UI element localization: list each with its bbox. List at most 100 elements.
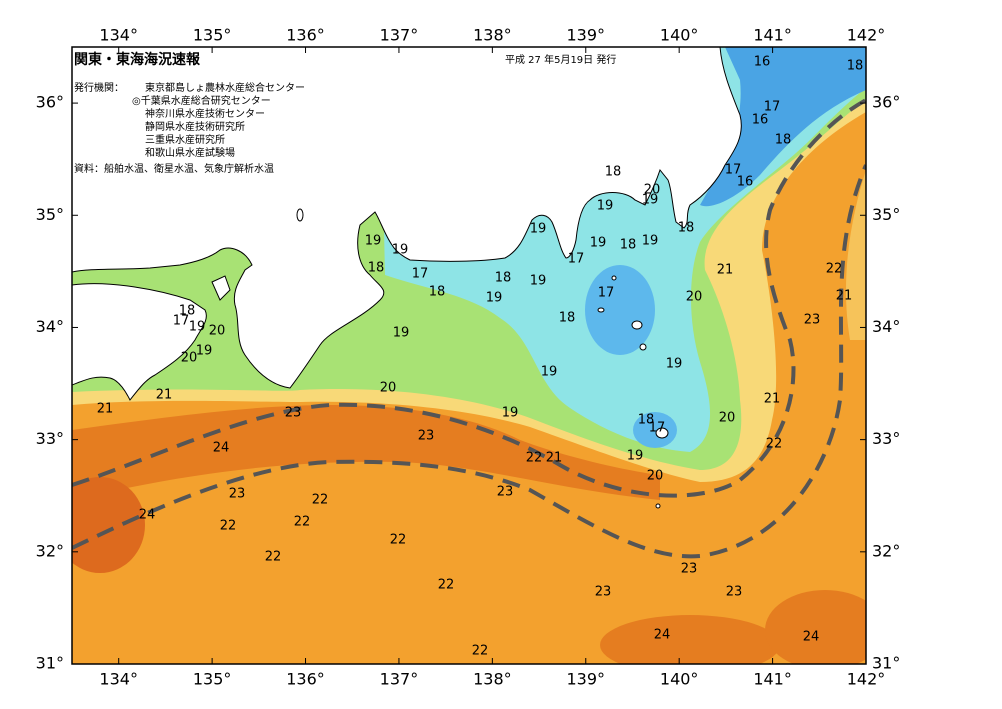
lat-label: 35° <box>872 205 900 224</box>
island <box>655 427 669 439</box>
warm-patch <box>765 590 866 664</box>
issuer: 三重県水産研究所 <box>145 133 225 146</box>
issuer: 静岡県水産技術研究所 <box>145 120 245 133</box>
lon-label: 134° <box>99 670 138 689</box>
contour-label: 19 <box>486 291 503 306</box>
map-frame <box>71 46 867 665</box>
contour-label: 21 <box>156 388 173 403</box>
contour-label: 23 <box>595 585 612 600</box>
contour-label: 17 <box>568 252 585 267</box>
contour-label: 21 <box>836 289 853 304</box>
warm-patch <box>72 477 145 573</box>
contour-label: 18 <box>620 238 637 253</box>
lon-label: 136° <box>286 670 325 689</box>
cold-patch <box>585 265 655 355</box>
contour-label: 19 <box>530 222 547 237</box>
issuer-label: 発行機関： <box>74 81 124 94</box>
issuer: 東京都島しょ農林水産総合センター <box>145 81 305 94</box>
contour-label: 23 <box>726 585 743 600</box>
contour-label: 19 <box>627 449 644 464</box>
contour-label: 22 <box>826 262 843 277</box>
contour-label: 22 <box>766 437 783 452</box>
issuer: 和歌山県水産試験場 <box>145 146 235 159</box>
contour-label: 24 <box>803 630 820 645</box>
lon-label: 142° <box>847 26 886 45</box>
contour-label: 18 <box>638 413 655 428</box>
lon-label: 139° <box>566 26 605 45</box>
contour-label: 17 <box>764 100 781 115</box>
contour-label: 24 <box>654 628 671 643</box>
lon-label: 135° <box>193 670 232 689</box>
warm-patch <box>600 615 780 664</box>
contour-label: 20 <box>209 324 226 339</box>
contour-label: 24 <box>213 441 230 456</box>
contour-label: 16 <box>754 55 771 70</box>
land-shikoku <box>72 283 207 401</box>
contour-label: 18 <box>775 133 792 148</box>
contour-label: 22 <box>438 578 455 593</box>
map-body <box>72 47 866 664</box>
lat-label: 32° <box>36 541 64 560</box>
lon-label: 141° <box>753 26 792 45</box>
lon-label: 134° <box>99 26 138 45</box>
contour-label: 20 <box>686 290 703 305</box>
contour-label: 23 <box>497 485 514 500</box>
contour-label: 22 <box>526 451 543 466</box>
issue-date: 平成 27 年5月19日 発行 <box>505 53 616 66</box>
kuroshio-axis <box>72 164 866 559</box>
contour-label: 19 <box>590 236 607 251</box>
contour-label: 18 <box>429 285 446 300</box>
lon-label: 141° <box>753 670 792 689</box>
land-honshu <box>72 47 742 389</box>
contour-label: 19 <box>642 234 659 249</box>
contour-label: 17 <box>173 314 190 329</box>
contour-label: 24 <box>139 508 156 523</box>
issuer: 神奈川県水産技術センター <box>145 107 265 120</box>
contour-label: 19 <box>541 365 558 380</box>
contour-label: 18 <box>605 165 622 180</box>
contour-label: 23 <box>285 406 302 421</box>
lon-label: 138° <box>473 26 512 45</box>
contour-label: 18 <box>495 271 512 286</box>
lat-label: 34° <box>36 317 64 336</box>
contour-label: 22 <box>312 493 329 508</box>
contour-label: 17 <box>412 267 429 282</box>
contour-label: 23 <box>418 429 435 444</box>
island <box>597 307 605 313</box>
contour-label: 21 <box>546 451 563 466</box>
lon-label: 140° <box>660 26 699 45</box>
island <box>639 343 647 351</box>
contour-label: 20 <box>380 381 397 396</box>
lat-label: 35° <box>36 205 64 224</box>
lat-label: 36° <box>36 93 64 112</box>
contour-label: 19 <box>189 320 206 335</box>
island <box>655 503 661 509</box>
island <box>296 208 304 222</box>
contour-label: 18 <box>678 221 695 236</box>
lat-label: 36° <box>872 93 900 112</box>
data-source: 資料：船舶水温、衛星水温、気象庁解析水温 <box>74 162 274 175</box>
warm-band <box>72 405 660 500</box>
contour-label: 21 <box>717 263 734 278</box>
contour-label: 20 <box>644 183 661 198</box>
contour-label: 19 <box>393 326 410 341</box>
land-awaji <box>211 275 231 301</box>
contour-label: 22 <box>390 533 407 548</box>
lat-label: 32° <box>872 541 900 560</box>
contour-label: 18 <box>847 59 864 74</box>
contour-label: 20 <box>647 469 664 484</box>
contour-label: 17 <box>725 163 742 178</box>
islands <box>296 208 669 509</box>
contour-label: 22 <box>220 519 237 534</box>
contour-label: 23 <box>229 487 246 502</box>
lat-label: 31° <box>872 654 900 673</box>
lon-label: 139° <box>566 670 605 689</box>
island <box>611 275 617 281</box>
lat-label: 34° <box>872 317 900 336</box>
contour-label: 22 <box>265 550 282 565</box>
contour-label: 22 <box>294 515 311 530</box>
contour-label: 19 <box>502 406 519 421</box>
cold-coast <box>700 47 866 207</box>
contour-label: 22 <box>472 644 489 659</box>
contour-label: 21 <box>97 402 114 417</box>
